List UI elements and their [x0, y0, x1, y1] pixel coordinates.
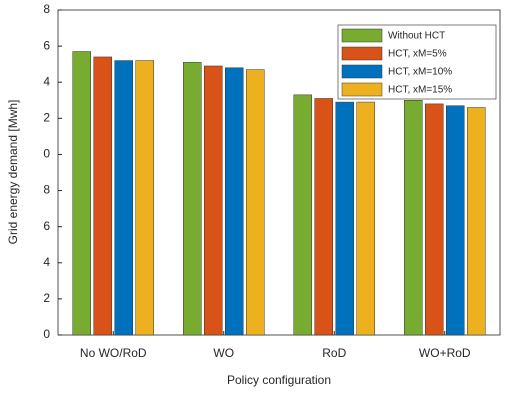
- bar: [225, 67, 244, 336]
- bar: [404, 100, 423, 336]
- y-tick-label: 6: [43, 38, 50, 52]
- bar: [314, 98, 333, 336]
- legend-label: HCT, xM=5%: [388, 49, 447, 60]
- legend-swatch: [341, 64, 383, 79]
- y-tick-label: 4: [43, 74, 50, 88]
- y-axis-label: Grid energy demand [Mwh]: [6, 100, 20, 245]
- bar: [246, 69, 265, 336]
- legend-swatch: [341, 28, 383, 43]
- bar: [335, 101, 354, 336]
- bar: [356, 101, 375, 336]
- bar: [293, 94, 312, 336]
- bar: [72, 51, 91, 336]
- bar: [135, 60, 154, 336]
- y-tick-label: 0: [43, 327, 50, 341]
- bar: [467, 107, 486, 336]
- x-axis-label: Policy configuration: [227, 373, 331, 387]
- y-tick-label: 4: [43, 255, 50, 269]
- bar: [183, 62, 202, 336]
- x-tick-label: No WO/RoD: [80, 346, 147, 360]
- x-tick-label: RoD: [322, 346, 346, 360]
- y-tick-label: 0: [43, 147, 50, 161]
- bar: [425, 103, 444, 336]
- x-tick-label: WO: [213, 346, 234, 360]
- legend-swatch: [341, 82, 383, 97]
- bar: [93, 56, 112, 336]
- y-tick-label: 8: [43, 183, 50, 197]
- x-tick-label: WO+RoD: [419, 346, 471, 360]
- bar: [114, 60, 133, 336]
- y-tick-label: 8: [43, 2, 50, 16]
- legend-label: Without HCT: [388, 31, 445, 42]
- legend-swatch: [341, 46, 383, 61]
- legend-label: HCT, xM=10%: [388, 67, 452, 78]
- bar: [446, 105, 465, 336]
- y-tick-label: 2: [43, 291, 50, 305]
- bar: [204, 65, 223, 336]
- y-tick-label: 6: [43, 219, 50, 233]
- legend-label: HCT, xM=15%: [388, 85, 452, 96]
- y-tick-label: 2: [43, 111, 50, 125]
